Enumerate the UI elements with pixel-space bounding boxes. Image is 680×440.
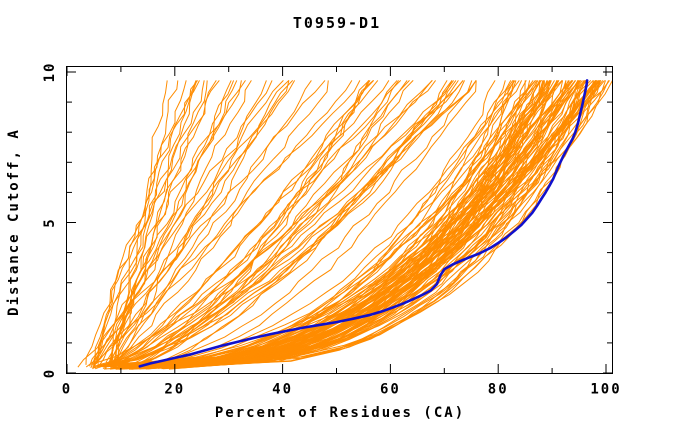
ensemble-curve (109, 80, 198, 367)
x-tick-label: 0 (62, 382, 72, 398)
ensemble-curve (93, 80, 459, 368)
axis-frame-and-ticks (66, 66, 613, 374)
ensemble-curve (90, 80, 455, 365)
ensemble-curve (109, 80, 410, 370)
plot-frame (66, 66, 613, 374)
ensemble-curve (126, 80, 477, 368)
x-axis-label: Percent of Residues (CA) (215, 405, 465, 421)
ensemble-curve (102, 80, 457, 368)
ensemble-curve (107, 80, 398, 368)
ensemble-curve (168, 80, 583, 368)
ensemble-curve (118, 80, 601, 368)
ensemble-curve (127, 80, 400, 367)
ensemble-curve (94, 80, 402, 370)
ensemble-curve (111, 80, 523, 367)
ensemble-curve (94, 80, 200, 367)
tick-labels: 0 20 40 60 80 100 0 5 10 (42, 62, 621, 398)
ensemble-curve (105, 80, 551, 367)
ensemble-curve (147, 80, 541, 370)
x-tick-label: 20 (164, 382, 185, 398)
ensemble-curve (102, 80, 242, 370)
ensemble-curves (77, 80, 613, 370)
ensemble-curve (149, 80, 596, 369)
ensemble-curve (141, 80, 558, 365)
ensemble-curve (103, 80, 576, 367)
ensemble-curve (127, 80, 531, 366)
ensemble-curve (104, 80, 609, 368)
ensemble-curve (155, 80, 506, 365)
ensemble-curve (155, 80, 512, 367)
ensemble-curve (144, 80, 534, 365)
y-tick-label: 10 (42, 62, 58, 83)
ensemble-curve (110, 80, 179, 365)
ensemble-curve (97, 80, 296, 368)
ensemble-curve (124, 80, 538, 365)
ensemble-curve (92, 80, 353, 366)
ensemble-curve (112, 80, 198, 365)
ensemble-curve (135, 80, 473, 368)
x-tick-label: 100 (590, 382, 621, 398)
ensemble-curve (133, 80, 453, 370)
y-tick-label: 0 (42, 368, 58, 378)
ensemble-curve (139, 80, 558, 370)
y-axis-label: Distance Cutoff, A (6, 128, 22, 316)
ensemble-curve (110, 80, 515, 368)
ensemble-curve (109, 80, 414, 366)
ensemble-curve (110, 80, 294, 369)
ensemble-curve (95, 80, 187, 365)
ensemble-curve (147, 80, 567, 367)
ensemble-curve (97, 80, 370, 366)
x-tick-label: 80 (488, 382, 509, 398)
ensemble-curve (121, 80, 408, 370)
chart-title: T0959-D1 (293, 14, 381, 32)
ensemble-curve (112, 80, 252, 366)
y-tick-label: 5 (42, 217, 58, 227)
ensemble-curve (118, 80, 541, 369)
ensemble-curve (122, 80, 552, 367)
ensemble-curve (105, 80, 390, 366)
ensemble-curve (133, 80, 448, 369)
x-tick-label: 60 (380, 382, 401, 398)
ensemble-curve (108, 80, 290, 367)
ensemble-curve (155, 80, 555, 365)
ensemble-curve (168, 80, 602, 370)
ensemble-curve (104, 80, 329, 368)
ensemble-curve (157, 80, 579, 367)
ensemble-curve (102, 80, 379, 367)
ensemble-curve (93, 80, 361, 367)
ensemble-curve (90, 80, 273, 369)
ensemble-curve (158, 80, 579, 367)
ensemble-curve (92, 80, 465, 367)
ensemble-curve (128, 80, 477, 367)
ensemble-curve (164, 80, 597, 369)
ensemble-curve (111, 80, 312, 365)
ensemble-curve (132, 80, 433, 367)
ensemble-curve (128, 80, 375, 369)
ensemble-curve (110, 80, 168, 368)
ensemble-curve (92, 80, 433, 369)
x-tick-label: 40 (272, 382, 293, 398)
ensemble-curve (137, 80, 544, 366)
highlighted-model-curve (138, 79, 589, 368)
ensemble-curve (94, 80, 232, 366)
ensemble-curve (93, 80, 246, 367)
